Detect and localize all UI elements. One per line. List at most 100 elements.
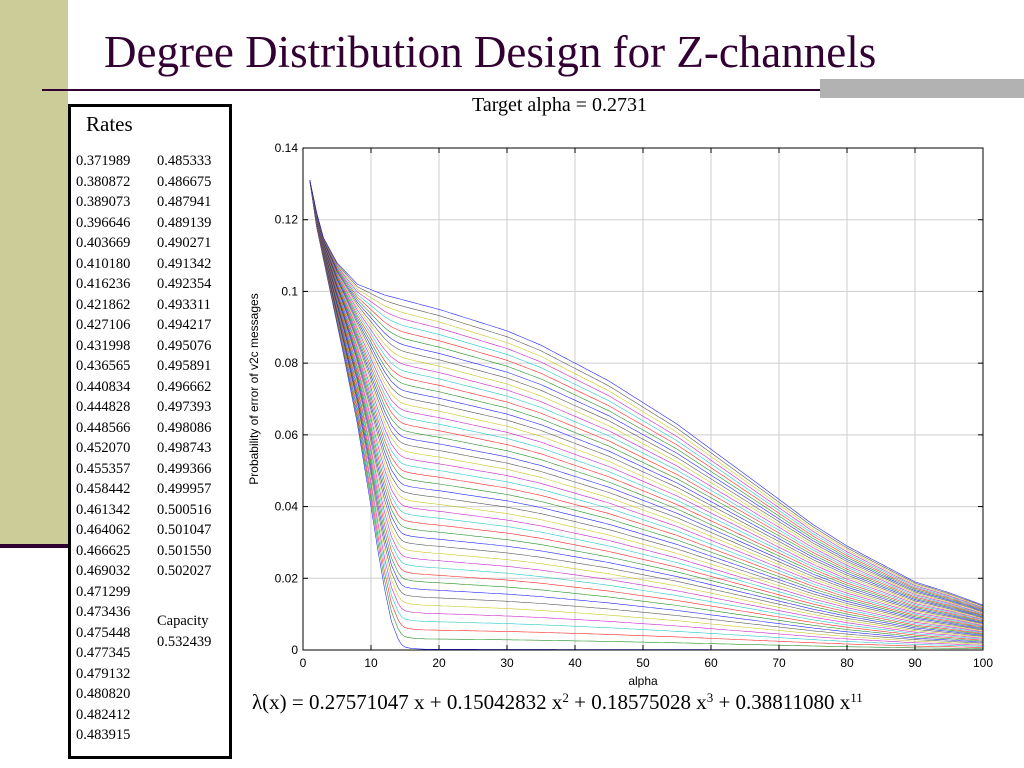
y-tick-label: 0.06: [275, 428, 299, 442]
error-curve: [309, 180, 984, 611]
rate-value: 0.490271: [157, 235, 212, 251]
x-tick-label: 40: [568, 656, 582, 670]
rate-value: 0.498086: [157, 419, 212, 436]
y-tick-label: 0.14: [275, 141, 299, 155]
formula-lhs: λ(x) =: [252, 690, 310, 714]
error-curve: [309, 180, 984, 609]
rate-value: 0.479132: [76, 665, 131, 682]
rate-value: 0.477345: [76, 645, 131, 661]
rate-value: 0.497393: [157, 399, 212, 415]
error-curve: [309, 180, 984, 630]
rate-value: 0.499957: [157, 481, 212, 497]
formula-op: +: [713, 690, 736, 714]
rate-value: 0.380872: [76, 173, 131, 190]
decorative-left-bar: [0, 0, 68, 548]
rate-value: 0.431998: [76, 337, 131, 354]
error-curve: [309, 180, 984, 642]
error-curve: [309, 180, 984, 606]
x-tick-label: 80: [840, 656, 854, 670]
x-tick-label: 10: [364, 656, 378, 670]
error-curve: [309, 180, 984, 632]
error-curve: [309, 180, 984, 648]
rate-value: 0.458442: [76, 481, 131, 497]
formula-term: 0.38811080 x11: [736, 690, 863, 714]
formula-var: x: [408, 690, 425, 714]
degree-distribution-formula: λ(x) = 0.27571047 x + 0.15042832 x2 + 0.…: [252, 690, 863, 715]
rate-value: 0.421862: [76, 296, 131, 313]
error-curve: [309, 180, 984, 633]
chart-grid: [303, 148, 983, 650]
formula-var: x: [690, 690, 707, 714]
rate-value: 0.475448: [76, 624, 131, 641]
x-tick-label: 70: [772, 656, 786, 670]
error-curve: [309, 180, 984, 617]
rate-value: 0.396646: [76, 214, 131, 231]
rate-value: 0.480820: [76, 686, 131, 702]
formula-term: 0.18575028 x3 +: [591, 690, 735, 714]
error-curve: [309, 180, 984, 618]
error-curve: [309, 180, 984, 610]
rates-panel: Rates 0.371989 0.380872 0.389073 0.396646 0.…: [68, 104, 232, 759]
title-underline: [42, 89, 976, 91]
formula-op: +: [424, 690, 447, 714]
formula-var: x: [546, 690, 563, 714]
error-curve: [309, 180, 984, 627]
rate-value: 0.440834: [76, 378, 131, 395]
x-tick-label: 0: [300, 656, 307, 670]
capacity-value: 0.532439: [157, 633, 212, 650]
error-curve: [309, 180, 984, 643]
rate-value: 0.494217: [157, 317, 212, 333]
slide-title: Degree Distribution Design for Z-channel…: [104, 27, 877, 77]
rate-value: 0.483915: [76, 727, 131, 743]
rate-value: 0.501550: [157, 542, 212, 559]
rates-column-1: 0.371989 0.380872 0.389073 0.396646 0.403669…: [76, 151, 130, 746]
rate-value: 0.482412: [76, 706, 131, 723]
rates-column-2: 0.485333 0.486675 0.487941 0.489139 0.490271…: [157, 151, 211, 582]
formula-coef: 0.18575028: [591, 690, 691, 714]
error-curve: [309, 180, 984, 645]
error-curve: [309, 180, 984, 620]
rate-value: 0.427106: [76, 317, 131, 333]
rate-value: 0.469032: [76, 563, 131, 579]
y-tick-label: 0.1: [281, 284, 298, 298]
x-tick-label: 20: [432, 656, 446, 670]
rate-value: 0.495076: [157, 337, 212, 354]
chart-title: Target alpha = 0.2731: [472, 94, 648, 116]
y-tick-label: 0.02: [275, 571, 299, 585]
error-curve: [309, 180, 984, 616]
rate-value: 0.464062: [76, 522, 131, 538]
formula-exponent: 11: [850, 690, 863, 705]
error-curve: [309, 180, 984, 639]
rate-value: 0.371989: [76, 153, 131, 169]
rate-value: 0.498743: [157, 440, 212, 456]
rate-value: 0.448566: [76, 419, 131, 436]
rate-value: 0.466625: [76, 542, 131, 559]
rates-title: Rates: [86, 112, 133, 136]
rate-value: 0.493311: [157, 296, 211, 313]
error-curve: [309, 180, 984, 625]
error-curve: [309, 180, 984, 622]
formula-op: +: [568, 690, 592, 714]
error-curve: [309, 180, 984, 641]
formula-exponent: 2: [562, 690, 569, 705]
formula-exponent: 3: [706, 690, 714, 705]
rate-value: 0.496662: [157, 378, 212, 395]
y-tick-label: 0.04: [275, 500, 299, 514]
rate-value: 0.492354: [157, 276, 212, 292]
rate-value: 0.473436: [76, 604, 131, 620]
error-curve: [309, 180, 984, 613]
error-curve: [309, 180, 984, 608]
x-tick-label: 30: [500, 656, 514, 670]
y-tick-label: 0.08: [275, 356, 299, 370]
error-curve: [309, 180, 984, 638]
formula-coef: 0.38811080: [735, 690, 835, 714]
error-curve: [309, 180, 984, 644]
formula-term: 0.27571047 x +: [309, 690, 447, 714]
error-curve: [309, 180, 984, 619]
error-curve: [309, 180, 984, 626]
error-curve: [309, 180, 984, 633]
error-curve: [309, 180, 984, 646]
error-curve: [309, 180, 984, 624]
error-curve: [309, 180, 984, 607]
